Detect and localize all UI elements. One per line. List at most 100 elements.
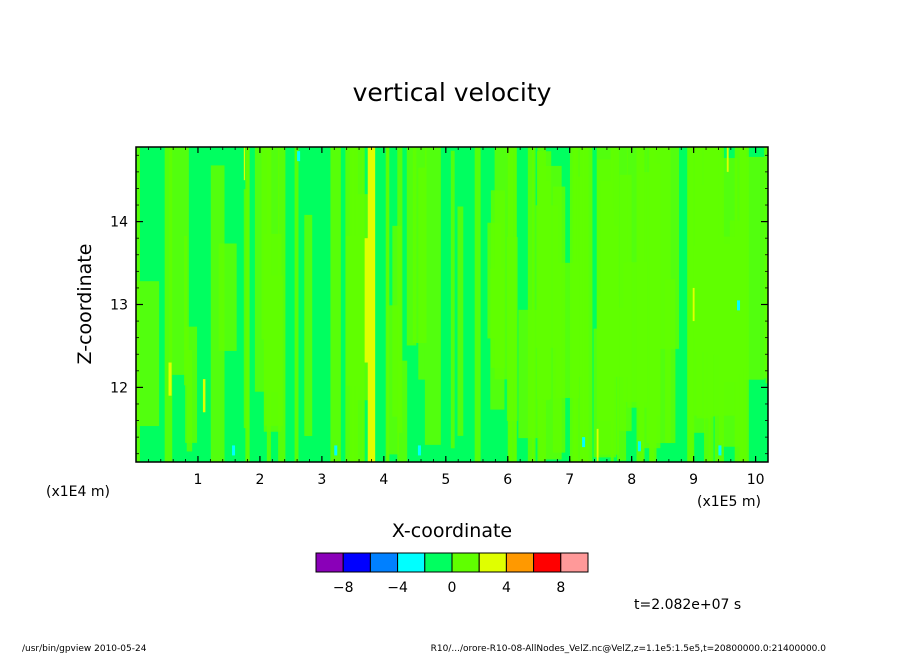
y-tick-label: 12 bbox=[110, 380, 128, 396]
x-tick-label: 10 bbox=[747, 472, 765, 488]
heatmap-cell bbox=[294, 147, 299, 462]
heatmap-cell bbox=[406, 147, 417, 346]
heatmap-cell bbox=[450, 150, 455, 449]
heatmap-cell bbox=[737, 300, 741, 311]
heatmap-cell bbox=[367, 147, 376, 462]
heatmap-cell bbox=[543, 180, 550, 401]
x-tick-label: 5 bbox=[441, 472, 450, 488]
x-tick-label: 3 bbox=[317, 472, 326, 488]
heatmap-plot-area bbox=[136, 147, 768, 462]
heatmap-cell bbox=[364, 238, 369, 363]
heatmap-cell bbox=[386, 305, 399, 455]
x-tick-label: 7 bbox=[565, 472, 574, 488]
colorbar-swatch bbox=[369, 552, 399, 573]
colorbar-swatch bbox=[505, 552, 535, 573]
colorbar-swatch bbox=[560, 552, 589, 573]
heatmap-cell bbox=[593, 328, 617, 458]
heatmap-cell bbox=[387, 147, 390, 462]
heatmap-cell bbox=[537, 147, 546, 462]
heatmap-cell bbox=[169, 147, 189, 375]
heatmap-cell bbox=[243, 147, 246, 181]
heatmap-cell bbox=[362, 147, 365, 462]
heatmap-cell bbox=[246, 147, 250, 462]
heatmap-cell bbox=[688, 147, 693, 462]
heatmap-cell bbox=[266, 147, 271, 462]
y-tick-label: 13 bbox=[110, 298, 128, 314]
heatmap-cell bbox=[744, 156, 765, 380]
colorbar-label: 0 bbox=[448, 580, 457, 596]
heatmap-cell bbox=[334, 445, 338, 456]
time-label: t=2.082e+07 s bbox=[634, 597, 741, 613]
heatmap-cell bbox=[636, 147, 645, 462]
heatmap-cell bbox=[708, 147, 711, 462]
x-tick-label: 1 bbox=[193, 472, 202, 488]
colorbar-swatch bbox=[397, 552, 426, 573]
heatmap-cell bbox=[726, 147, 729, 172]
chart-title: vertical velocity bbox=[353, 78, 552, 107]
heatmap-cell bbox=[457, 206, 464, 436]
colorbar-label: −4 bbox=[387, 580, 408, 596]
colorbar-swatch bbox=[315, 552, 344, 573]
heatmap-cell bbox=[579, 147, 589, 462]
heatmap-cell bbox=[210, 165, 225, 462]
heatmap-cell bbox=[764, 147, 768, 379]
heatmap-cell bbox=[649, 147, 654, 462]
heatmap-cell bbox=[417, 445, 421, 456]
x-tick-label: 2 bbox=[255, 472, 264, 488]
colorbar-label: 8 bbox=[556, 580, 565, 596]
heatmap-cell bbox=[527, 147, 536, 462]
x-axis-label: X-coordinate bbox=[392, 520, 512, 542]
heatmap-cell bbox=[718, 445, 722, 456]
x-tick-label: 9 bbox=[689, 472, 698, 488]
colorbar-swatch bbox=[478, 552, 507, 573]
heatmap-cell bbox=[164, 147, 173, 462]
heatmap-cell bbox=[330, 147, 341, 462]
heatmap-cell bbox=[424, 147, 441, 445]
x-tick-label: 8 bbox=[627, 472, 636, 488]
heatmap-cell bbox=[714, 147, 724, 462]
heatmap-cell bbox=[168, 362, 172, 396]
colorbar-swatch bbox=[424, 552, 453, 573]
heatmap-cell bbox=[596, 147, 619, 357]
y-tick-label: 14 bbox=[110, 215, 128, 231]
colorbar-label: −8 bbox=[333, 580, 354, 596]
colorbar-swatch bbox=[533, 552, 562, 573]
heatmap-cell bbox=[582, 437, 586, 448]
heatmap-cell bbox=[412, 147, 427, 343]
heatmap-cell bbox=[474, 147, 481, 462]
heatmap-cell bbox=[507, 147, 517, 462]
heatmap-cell bbox=[692, 287, 695, 322]
heatmap-cell bbox=[345, 147, 354, 462]
footer-left: /usr/bin/gpview 2010-05-24 bbox=[22, 644, 147, 654]
heatmap-cell bbox=[297, 151, 301, 162]
heatmap-cell bbox=[136, 281, 160, 427]
x-axis-unit: (x1E5 m) bbox=[697, 494, 761, 510]
heatmap-cell bbox=[596, 428, 599, 462]
heatmap-cell bbox=[572, 147, 579, 462]
heatmap-cell bbox=[202, 379, 206, 413]
x-axis-ticks: 1 2 3 4 5 6 7 8 9 10 bbox=[147, 147, 769, 488]
heatmap-cell bbox=[610, 147, 614, 462]
heatmap-cell bbox=[186, 349, 193, 452]
heatmap-cell bbox=[637, 441, 641, 452]
colorbar: −8 −4 0 4 8 bbox=[315, 552, 589, 596]
heatmap-cell bbox=[690, 147, 694, 462]
heatmap-cell bbox=[232, 445, 236, 456]
x-tick-label: 4 bbox=[379, 472, 388, 488]
heatmap-cell bbox=[573, 147, 585, 462]
heatmap-cell bbox=[513, 147, 517, 462]
heatmap-cell bbox=[304, 214, 313, 437]
colorbar-label: 4 bbox=[502, 580, 511, 596]
y-axis-ticks: 12 13 14 bbox=[110, 154, 768, 455]
footer-right: R10/.../orore-R10-08-AllNodes_VelZ.nc@Ve… bbox=[431, 644, 827, 654]
y-axis-unit: (x1E4 m) bbox=[46, 484, 110, 500]
x-tick-label: 6 bbox=[503, 472, 512, 488]
heatmap-cell bbox=[397, 147, 403, 433]
heatmap-cell bbox=[218, 243, 237, 351]
colorbar-swatch bbox=[342, 552, 371, 573]
heatmap-cell bbox=[552, 186, 566, 453]
heatmap-cell bbox=[739, 147, 747, 462]
heatmap-cell bbox=[278, 147, 286, 462]
colorbar-swatch bbox=[451, 552, 480, 573]
